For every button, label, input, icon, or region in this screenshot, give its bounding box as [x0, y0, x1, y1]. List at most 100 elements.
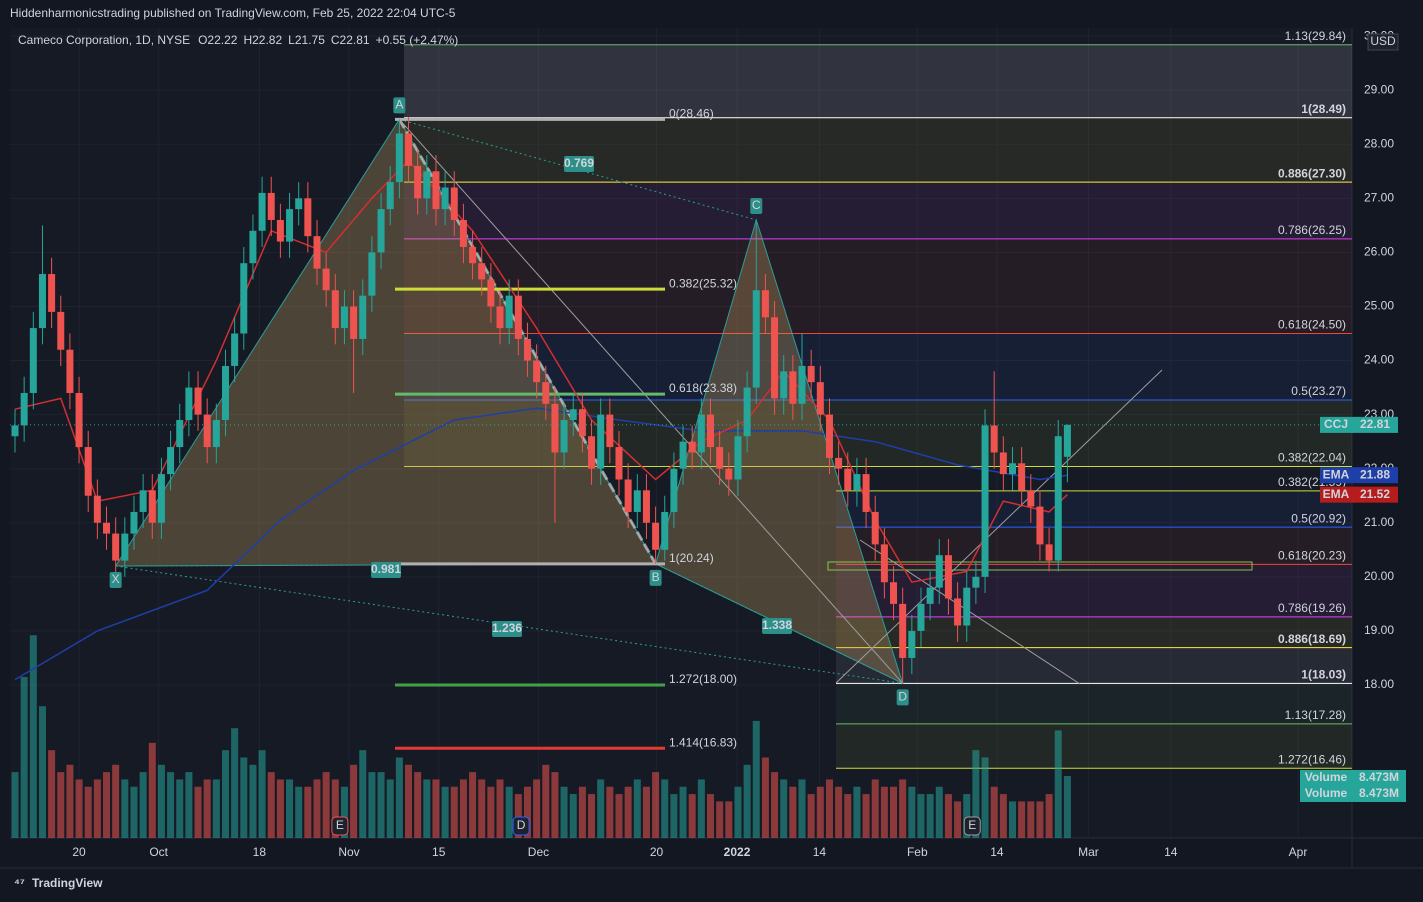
volume-bar	[112, 764, 120, 838]
volume-bar	[359, 750, 367, 838]
ratio-label: 0.769	[564, 156, 594, 170]
volume-bar	[487, 786, 495, 838]
candle-body	[103, 522, 111, 534]
volume-bar	[38, 706, 46, 838]
fib-band	[836, 490, 1352, 528]
candle-body	[414, 165, 422, 199]
volume-bar	[1027, 801, 1035, 838]
x-tick-label: 14	[1164, 845, 1178, 859]
candle-body	[752, 290, 760, 388]
volume-bar	[560, 786, 568, 838]
candle-body	[432, 171, 440, 210]
change: +0.55 (+2.47%)	[376, 33, 459, 47]
candle-body	[688, 441, 696, 453]
ratio-badge	[762, 618, 792, 634]
volume-bar	[57, 772, 65, 838]
candle-body	[542, 382, 550, 404]
volume-bar	[514, 794, 522, 838]
ratio-label: 1.236	[492, 621, 522, 635]
fib-band	[404, 117, 1352, 183]
candle-body	[185, 387, 193, 421]
fib-label: 0.618(24.50)	[1278, 318, 1346, 332]
volume-bar	[816, 786, 824, 838]
fib-band	[836, 723, 1352, 769]
candle-body	[286, 209, 294, 242]
candle-body	[276, 219, 284, 242]
candle-body	[112, 533, 120, 561]
candle-body	[963, 587, 971, 626]
volume-bar	[441, 786, 449, 838]
volume-bar	[469, 772, 477, 838]
volume-bar	[890, 786, 898, 838]
point-badge	[750, 197, 763, 214]
candle-body	[478, 263, 486, 280]
candle-body	[835, 457, 843, 469]
volume-bar	[926, 794, 934, 838]
y-tick-label: 28.00	[1364, 136, 1394, 150]
candle-body	[789, 371, 797, 404]
volume-bar	[981, 757, 989, 838]
point-label: X	[112, 572, 120, 586]
volume-bar	[496, 779, 504, 838]
volume-bar	[313, 779, 321, 838]
candle-body	[944, 555, 952, 599]
volume-bar	[972, 750, 980, 838]
candle-body	[20, 392, 28, 426]
ohlc-value: 22.81	[340, 33, 370, 47]
volume-bar	[377, 772, 385, 838]
vol-bg	[1352, 770, 1406, 786]
volume-bar	[1018, 801, 1026, 838]
volume-bar	[84, 786, 92, 838]
candle-body	[157, 474, 165, 523]
y-tick-label: 27.00	[1364, 190, 1394, 204]
volume-bar	[844, 794, 852, 838]
publisher: Hiddenharmonicstrading published on Trad…	[10, 6, 456, 20]
fib-label: 1(18.03)	[1301, 668, 1346, 682]
ohlc-prefix: L	[288, 33, 295, 47]
ema-line	[14, 407, 1068, 681]
fib-ab-label: 1.414(16.83)	[669, 735, 737, 749]
logo: TradingView	[32, 876, 103, 890]
volume-bar	[917, 794, 925, 838]
volume-bar	[258, 750, 266, 838]
candle-body	[1054, 436, 1062, 561]
volume-bar	[716, 801, 724, 838]
volume-bar	[267, 772, 275, 838]
candle-body	[240, 263, 248, 334]
volume-bar	[459, 779, 467, 838]
volume-bar	[11, 772, 19, 838]
candle-body	[395, 133, 403, 183]
candle-body	[679, 441, 687, 469]
candle-body	[514, 295, 522, 339]
volume-bar	[944, 794, 952, 838]
candle-body	[917, 603, 925, 631]
x-tick-label: 20	[650, 845, 664, 859]
volume-bar	[20, 676, 28, 838]
fib-label: 0.618(20.23)	[1278, 549, 1346, 563]
candle-body	[990, 425, 998, 453]
volume-bar	[523, 786, 531, 838]
vol-bg	[1352, 786, 1406, 802]
currency: USD	[1370, 34, 1396, 48]
fib-band	[404, 182, 1352, 239]
candle-body	[340, 306, 348, 329]
y-tick-label: 25.00	[1364, 299, 1394, 313]
candle-body	[203, 414, 211, 448]
event-badge	[331, 816, 349, 836]
candle-body	[148, 490, 156, 523]
volume-bar	[606, 786, 614, 838]
volume-bar	[148, 742, 156, 838]
volume-bar	[624, 786, 632, 838]
fib-label: 1(28.49)	[1301, 102, 1346, 116]
ratio-badge	[371, 562, 401, 578]
candle-body	[386, 182, 394, 210]
badge-name: EMA	[1323, 467, 1350, 481]
volume-bar	[597, 779, 605, 838]
candle-body	[194, 387, 202, 415]
volume-bar	[322, 772, 330, 838]
badge-name-bg	[1320, 486, 1352, 503]
volume-bar	[1036, 801, 1044, 838]
candle-body	[231, 333, 239, 366]
volume-bar	[1008, 801, 1016, 838]
